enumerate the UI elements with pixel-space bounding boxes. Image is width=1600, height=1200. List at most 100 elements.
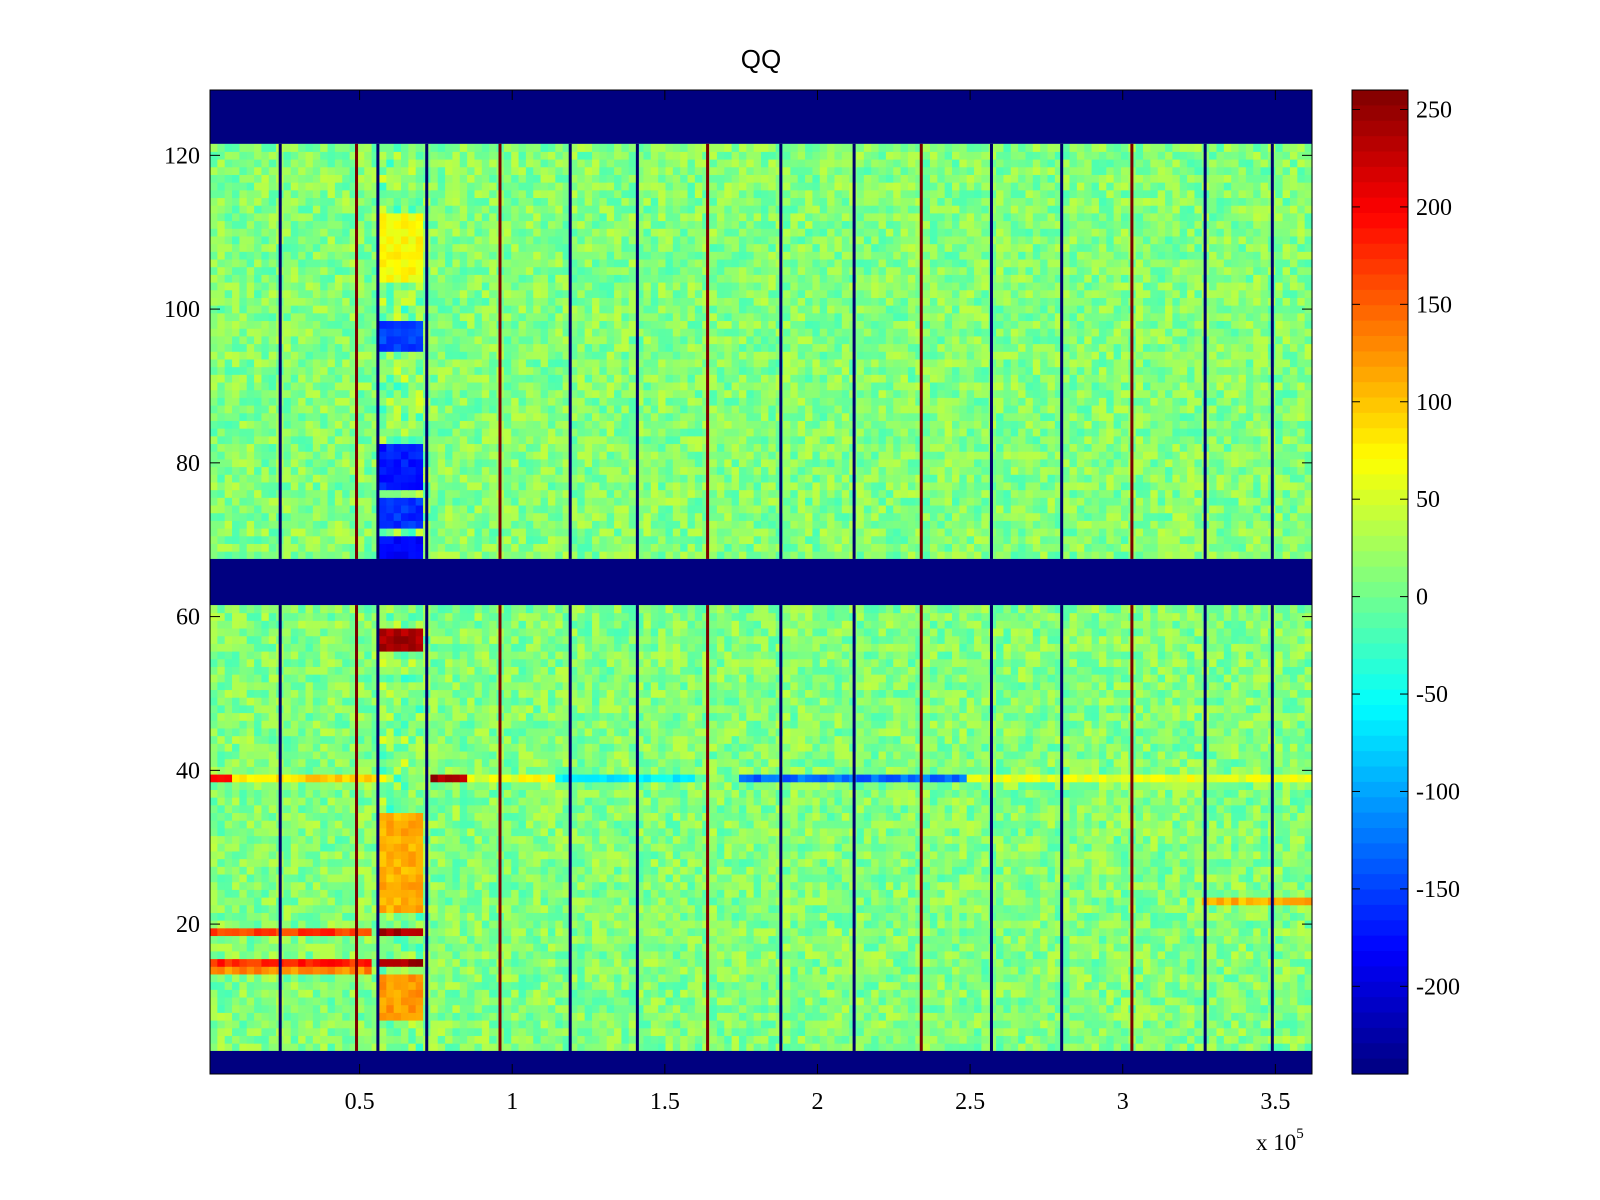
heatmap-cell (1032, 835, 1041, 844)
heatmap-cell (797, 851, 806, 860)
heatmap-cell (636, 1035, 645, 1044)
heatmap-cell (246, 858, 255, 867)
heatmap-cell (540, 1027, 549, 1036)
heatmap-cell (893, 981, 902, 990)
heatmap-cell (841, 974, 850, 983)
heatmap-cell (1025, 904, 1034, 913)
heatmap-cell (298, 820, 307, 829)
heatmap-cell (1260, 943, 1269, 952)
heatmap-cell (210, 820, 218, 829)
heatmap-cell (731, 943, 740, 952)
heatmap-cell (1150, 897, 1159, 906)
heatmap-cell (320, 851, 329, 860)
heatmap-cell (1025, 858, 1034, 867)
heatmap-cell (1172, 951, 1181, 960)
heatmap-cell (1289, 935, 1298, 944)
heatmap-cell (562, 943, 571, 952)
heatmap-cell (356, 904, 365, 913)
heatmap-cell (533, 797, 542, 806)
heatmap-cell (1047, 997, 1056, 1006)
heatmap-cell (210, 835, 218, 844)
heatmap-cell (827, 797, 836, 806)
heatmap-cell (724, 951, 733, 960)
heatmap-cell (547, 997, 556, 1006)
heatmap-cell (805, 897, 814, 906)
heatmap-cell (1069, 820, 1078, 829)
heatmap-cell (1157, 897, 1166, 906)
heatmap-cell (672, 1027, 681, 1036)
heatmap-cell (349, 951, 358, 960)
heatmap-cell (540, 989, 549, 998)
heatmap-cell (533, 881, 542, 890)
heatmap-cell (790, 1020, 799, 1029)
heatmap-cell (1282, 828, 1291, 837)
heatmap-cell (1260, 912, 1269, 921)
heatmap-cell (863, 835, 872, 844)
heatmap-cell (1010, 958, 1019, 967)
heatmap-cell (1172, 812, 1181, 821)
heatmap-cell (687, 1004, 696, 1013)
heatmap-cell (974, 989, 982, 998)
heatmap-cell (1010, 797, 1019, 806)
heatmap-cell (1084, 989, 1093, 998)
heatmap-cell (937, 1035, 946, 1044)
heatmap-cell (746, 1004, 755, 1013)
heatmap-cell (783, 974, 791, 983)
heatmap-cell (518, 951, 527, 960)
heatmap-cell (268, 912, 277, 921)
heatmap-cell (1165, 843, 1174, 852)
heatmap-cell (856, 1004, 865, 1013)
heatmap-cell (569, 851, 578, 860)
heatmap-cell (1003, 804, 1012, 814)
heatmap-cell (1209, 912, 1218, 921)
heatmap-cell (819, 881, 828, 890)
heatmap-cell (797, 989, 806, 998)
heatmap-cell (1040, 935, 1049, 944)
heatmap-cell (1150, 943, 1159, 952)
heatmap-cell (1084, 974, 1093, 983)
heatmap-cell (1032, 843, 1041, 852)
heatmap-cell (981, 874, 990, 883)
heatmap-cell (547, 828, 556, 837)
heatmap-cell (1010, 874, 1019, 883)
heatmap-cell (856, 812, 865, 821)
heatmap-cell (863, 943, 872, 952)
heatmap-cell (217, 974, 226, 983)
heatmap-cell (1069, 1020, 1078, 1029)
heatmap-cell (298, 858, 307, 867)
heatmap-cell (562, 897, 571, 906)
heatmap-cell (871, 881, 880, 890)
heatmap-cell (1179, 858, 1188, 867)
heatmap-cell (445, 1004, 454, 1013)
heatmap-cell (665, 858, 674, 867)
heatmap-cell (812, 866, 821, 875)
heatmap-cell (592, 997, 600, 1006)
heatmap-cell (1120, 812, 1129, 821)
heatmap-cell (893, 912, 902, 921)
heatmap-cell (437, 866, 446, 875)
heatmap-cell (239, 943, 248, 952)
heatmap-cell (1003, 835, 1012, 844)
heatmap-cell (445, 881, 454, 890)
heatmap-cell (408, 812, 417, 821)
heatmap-cell (1054, 943, 1063, 952)
heatmap-cell (1032, 1012, 1041, 1021)
heatmap-cell (1157, 889, 1166, 898)
heatmap-cell (1091, 1004, 1100, 1013)
heatmap-cell (518, 981, 527, 990)
heatmap-cell (1289, 943, 1298, 952)
heatmap-cell (467, 851, 476, 860)
heatmap-cell (378, 912, 387, 921)
heatmap-cell (540, 981, 549, 990)
heatmap-cell (1194, 935, 1203, 944)
heatmap-cell (783, 828, 791, 837)
heatmap-cell (929, 1012, 938, 1021)
heatmap-cell (1238, 858, 1247, 867)
heatmap-cell (1098, 1004, 1107, 1013)
heatmap-cell (863, 874, 872, 883)
heatmap-cell (393, 974, 402, 983)
heatmap-cell (768, 958, 777, 967)
heatmap-cell (320, 912, 329, 921)
heatmap-cell (783, 951, 791, 960)
heatmap-cell (768, 935, 777, 944)
